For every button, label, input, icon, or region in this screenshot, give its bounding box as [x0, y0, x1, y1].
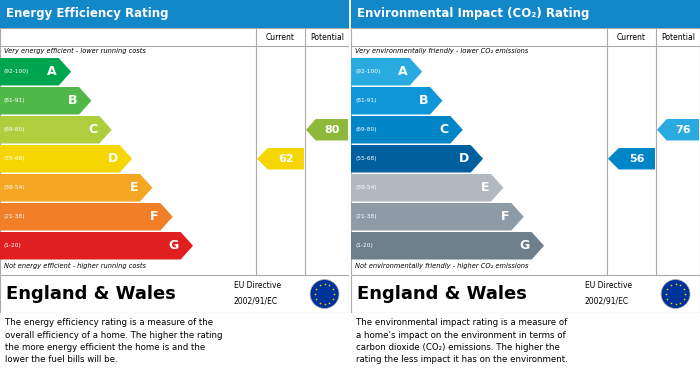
Text: B: B — [419, 94, 428, 107]
Text: (39-54): (39-54) — [355, 185, 377, 190]
Text: D: D — [458, 152, 469, 165]
Circle shape — [310, 280, 339, 308]
Text: 56: 56 — [629, 154, 645, 164]
Circle shape — [661, 280, 690, 308]
Text: Current: Current — [617, 32, 646, 41]
Text: Energy Efficiency Rating: Energy Efficiency Rating — [6, 7, 169, 20]
Text: (1-20): (1-20) — [4, 243, 22, 248]
Text: (81-91): (81-91) — [4, 98, 25, 103]
Text: Current: Current — [266, 32, 295, 41]
Text: Not energy efficient - higher running costs: Not energy efficient - higher running co… — [4, 263, 146, 269]
Text: EU Directive: EU Directive — [234, 281, 281, 290]
Polygon shape — [351, 174, 503, 201]
Text: EU Directive: EU Directive — [584, 281, 632, 290]
Text: 76: 76 — [675, 125, 691, 135]
Text: E: E — [130, 181, 138, 194]
Polygon shape — [0, 116, 112, 143]
Text: 80: 80 — [324, 125, 340, 135]
Text: 2002/91/EC: 2002/91/EC — [234, 296, 278, 305]
Text: England & Wales: England & Wales — [6, 285, 176, 303]
Text: (69-80): (69-80) — [355, 127, 377, 132]
Text: C: C — [440, 123, 449, 136]
Polygon shape — [351, 145, 483, 172]
Polygon shape — [257, 148, 304, 169]
Text: 62: 62 — [278, 154, 294, 164]
Text: (39-54): (39-54) — [4, 185, 26, 190]
Text: Potential: Potential — [661, 32, 695, 41]
Text: The environmental impact rating is a measure of
a home's impact on the environme: The environmental impact rating is a mea… — [356, 318, 568, 364]
Text: (21-38): (21-38) — [4, 214, 26, 219]
Polygon shape — [351, 58, 422, 86]
Text: G: G — [169, 239, 178, 252]
Text: (1-20): (1-20) — [355, 243, 373, 248]
Text: The energy efficiency rating is a measure of the
overall efficiency of a home. T: The energy efficiency rating is a measur… — [5, 318, 223, 364]
Text: (92-100): (92-100) — [4, 69, 29, 74]
Text: D: D — [108, 152, 118, 165]
Text: G: G — [519, 239, 530, 252]
Polygon shape — [0, 203, 173, 231]
Text: Environmental Impact (CO₂) Rating: Environmental Impact (CO₂) Rating — [357, 7, 589, 20]
Text: F: F — [150, 210, 158, 223]
Text: E: E — [480, 181, 489, 194]
Text: Very energy efficient - lower running costs: Very energy efficient - lower running co… — [4, 48, 146, 54]
Text: B: B — [68, 94, 77, 107]
Polygon shape — [0, 145, 132, 172]
Text: England & Wales: England & Wales — [357, 285, 527, 303]
Text: (81-91): (81-91) — [355, 98, 377, 103]
Text: Not environmentally friendly - higher CO₂ emissions: Not environmentally friendly - higher CO… — [355, 263, 528, 269]
Text: (21-38): (21-38) — [355, 214, 377, 219]
Text: F: F — [500, 210, 510, 223]
Text: (69-80): (69-80) — [4, 127, 26, 132]
Text: 2002/91/EC: 2002/91/EC — [584, 296, 629, 305]
Text: C: C — [88, 123, 97, 136]
Text: (55-68): (55-68) — [4, 156, 26, 161]
Polygon shape — [351, 116, 463, 143]
Text: A: A — [398, 65, 407, 78]
Text: A: A — [47, 65, 57, 78]
Polygon shape — [0, 87, 92, 115]
Polygon shape — [0, 232, 193, 260]
Text: (92-100): (92-100) — [355, 69, 380, 74]
Polygon shape — [608, 148, 655, 169]
Polygon shape — [351, 203, 524, 231]
Polygon shape — [351, 232, 544, 260]
Polygon shape — [0, 174, 153, 201]
Polygon shape — [0, 58, 71, 86]
Polygon shape — [657, 119, 699, 140]
Text: Potential: Potential — [310, 32, 344, 41]
Text: Very environmentally friendly - lower CO₂ emissions: Very environmentally friendly - lower CO… — [355, 48, 528, 54]
Polygon shape — [351, 87, 442, 115]
Text: (55-68): (55-68) — [355, 156, 377, 161]
Polygon shape — [306, 119, 348, 140]
